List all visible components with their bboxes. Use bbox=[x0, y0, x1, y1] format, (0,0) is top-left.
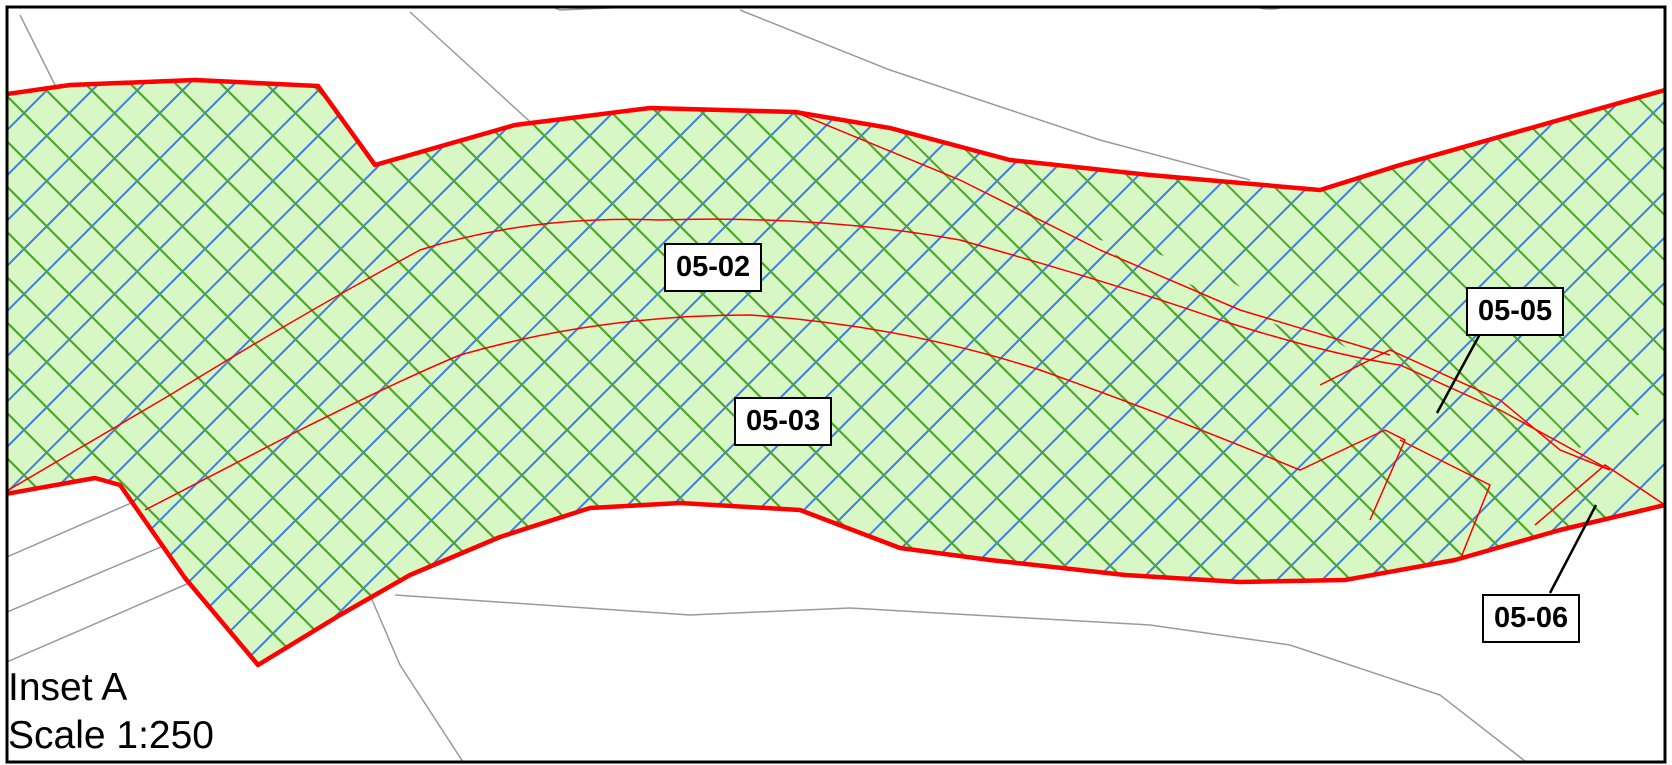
parcel-05-05-boundary bbox=[1319, 349, 1611, 471]
parcel-label-05-02: 05-02 bbox=[664, 243, 763, 292]
map-frame bbox=[5, 5, 1667, 764]
parcel-05-02-start bbox=[794, 111, 1391, 356]
corridor-outer-boundary bbox=[7, 77, 1665, 668]
inset-title: Inset A bbox=[8, 666, 128, 709]
parcel-05-03-boundary bbox=[144, 314, 1386, 511]
parcel-label-05-06: 05-06 bbox=[1482, 594, 1581, 643]
parcel-05-02-boundary bbox=[7, 218, 1611, 492]
parcel-label-05-03: 05-03 bbox=[734, 397, 833, 446]
scale-text: Scale 1:250 bbox=[8, 714, 214, 757]
internal-parcel-boundaries bbox=[7, 111, 1665, 561]
parcel-label-05-05: 05-05 bbox=[1466, 287, 1565, 336]
parcel-05-06-boundary bbox=[1534, 464, 1665, 526]
leader-05-06 bbox=[1548, 504, 1598, 594]
parcel-corridor bbox=[7, 80, 1665, 665]
label-leader-lines bbox=[1435, 333, 1598, 594]
parcel-05-05-inner bbox=[1399, 439, 1491, 561]
parcel-05-03-tip bbox=[1369, 429, 1406, 521]
leader-05-05 bbox=[1435, 333, 1482, 414]
